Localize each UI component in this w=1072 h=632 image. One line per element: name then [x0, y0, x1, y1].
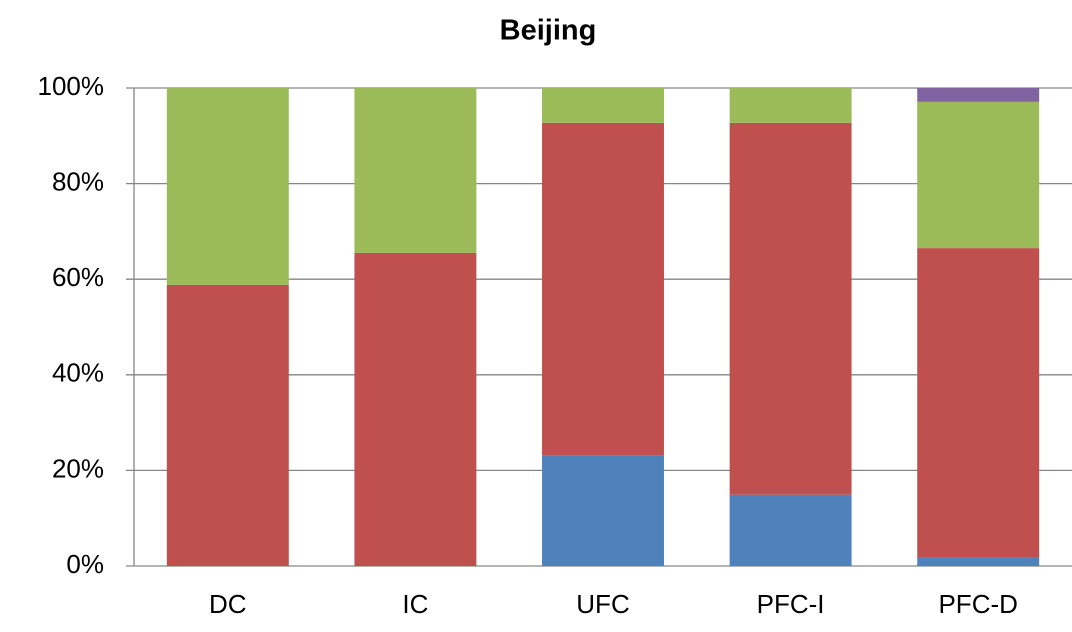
bar-segment [166, 88, 289, 285]
bar-segment [542, 88, 664, 123]
y-tick-label: 0% [66, 549, 104, 579]
bar-segment [166, 284, 289, 566]
x-tick-label: IC [402, 589, 428, 619]
x-tick-label: PFC-I [757, 589, 825, 619]
y-tick-label: 40% [52, 358, 104, 388]
bar-segment [917, 557, 1040, 566]
chart-title: Beijing [500, 15, 597, 47]
bar-segment [729, 122, 852, 495]
bar-segment [917, 101, 1040, 249]
bar-segment [729, 88, 852, 123]
bar-segment [729, 494, 852, 566]
y-tick-label: 60% [52, 262, 104, 292]
bar-segment [542, 455, 664, 566]
bar-segment [354, 88, 477, 253]
y-tick-label: 80% [52, 166, 104, 196]
bar-segment [542, 122, 664, 456]
bar-segment [917, 248, 1040, 558]
bar-segment [354, 252, 477, 566]
x-tick-label: DC [209, 589, 247, 619]
y-tick-label: 100% [38, 71, 105, 101]
y-tick-label: 20% [52, 453, 104, 483]
bar-segment [917, 88, 1040, 102]
x-tick-label: UFC [576, 589, 629, 619]
x-tick-label: PFC-D [938, 589, 1017, 619]
